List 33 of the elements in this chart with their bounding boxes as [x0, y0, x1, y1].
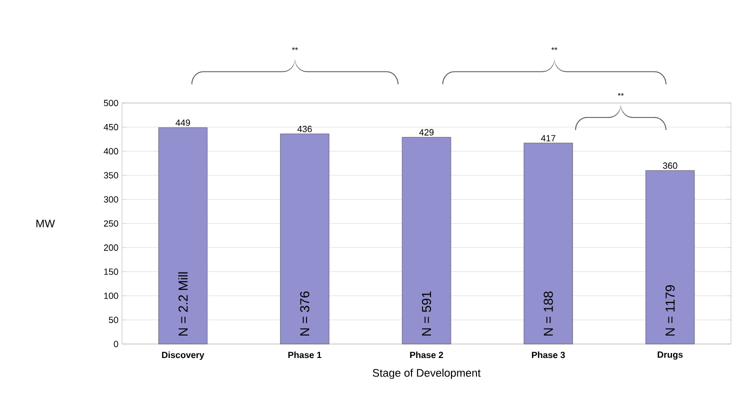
x-tick-label: Discovery	[162, 352, 204, 360]
y-axis-title: MW	[36, 220, 55, 228]
x-tick-label: Phase 2	[410, 352, 444, 358]
bar	[524, 142, 573, 344]
annotation: N = 188	[544, 291, 553, 336]
x-tick-label: Phase 3	[532, 352, 565, 358]
x-tick-label: Drugs	[658, 352, 683, 360]
x-axis-title: Stage of Development	[372, 368, 481, 379]
y-tick-label: 350	[104, 172, 118, 178]
y-tick-label: 100	[104, 292, 118, 299]
bar	[158, 127, 208, 344]
data-label: 449	[176, 120, 190, 126]
y-tick-label: 400	[104, 148, 118, 154]
y-tick-label: 50	[108, 316, 118, 324]
y-tick-label: 0	[114, 340, 118, 348]
y-tick-label: 500	[104, 100, 118, 106]
data-label: 360	[662, 162, 678, 169]
y-tick-label: 150	[104, 268, 118, 275]
y-tick-label: 200	[104, 244, 118, 251]
annotation: N = 1179	[666, 285, 675, 336]
y-tick-label: 450	[104, 124, 118, 130]
annotation: N = 376	[300, 291, 310, 336]
data-label: 436	[297, 126, 312, 132]
annotation: N = 591	[422, 292, 432, 336]
data-label: 429	[419, 129, 434, 136]
y-tick-label: 300	[104, 196, 118, 203]
y-tick-label: 250	[104, 220, 118, 227]
bar	[646, 170, 695, 344]
annotation: N = 2.2 Mill	[178, 272, 188, 336]
data-label: 417	[541, 135, 556, 142]
bar	[280, 134, 330, 344]
x-tick-label: Phase 1	[288, 352, 322, 358]
bar	[402, 137, 452, 344]
